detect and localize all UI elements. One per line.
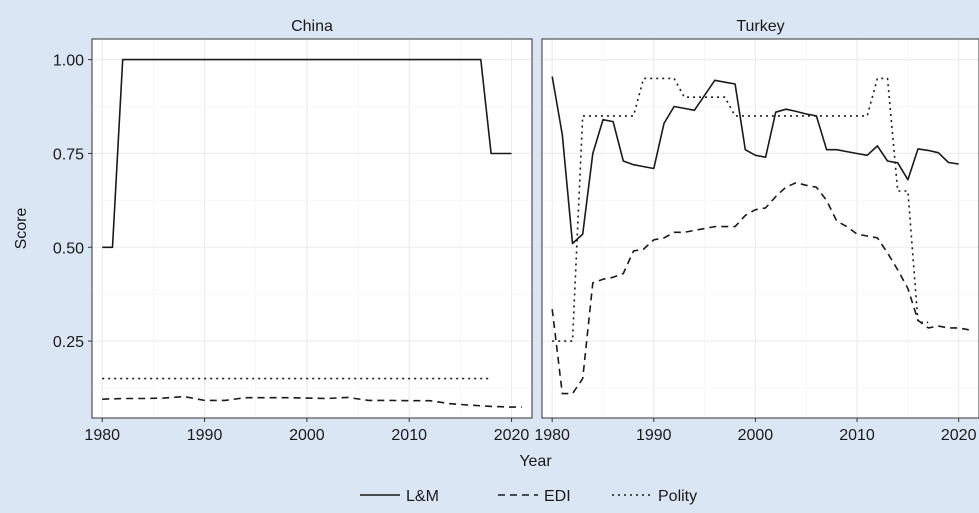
panel-turkey: Turkey 1980 1990 2000 2010 2020 [534, 14, 979, 444]
x-tick-label: 1980 [534, 427, 570, 444]
x-axis: 1980 1990 2000 2010 2020 [534, 418, 977, 444]
x-tick-label: 1980 [84, 427, 120, 444]
x-tick-label: 1990 [636, 427, 672, 444]
legend-label: L&M [406, 488, 439, 505]
legend: L&M EDI Polity [360, 488, 697, 505]
y-tick-label: 0.25 [53, 334, 84, 351]
panel-border [91, 38, 533, 419]
gridlines [92, 39, 532, 418]
x-axis-title: Year [519, 453, 552, 470]
legend-item-l-m: L&M [360, 488, 439, 505]
y-axis: 0.25 0.50 0.75 1.00 [53, 53, 92, 351]
legend-label: Polity [658, 488, 697, 505]
series-line-l-m [551, 76, 959, 245]
series-line-l-m [102, 58, 512, 249]
y-tick-label: 0.75 [53, 146, 84, 163]
series-lines [551, 76, 969, 395]
panel-strip [92, 14, 532, 38]
panel-background [91, 38, 533, 419]
legend-item-polity: Polity [612, 488, 697, 505]
x-tick-label: 2020 [941, 427, 977, 444]
panel-strip [542, 14, 979, 38]
series-lines [102, 58, 522, 408]
gridlines [542, 39, 979, 418]
legend-item-edi: EDI [498, 488, 571, 505]
y-axis-title: Score [13, 208, 30, 250]
series-line-polity [552, 77, 929, 342]
x-axis: 1980 1990 2000 2010 2020 [84, 418, 529, 444]
x-tick-label: 2010 [839, 427, 875, 444]
x-tick-label: 1990 [187, 427, 223, 444]
panels: China 1980 1990 2000 2010 2020 0.25 0.50 0.75 1.0… [53, 14, 979, 444]
x-tick-label: 2000 [289, 427, 325, 444]
y-tick-label: 1.00 [53, 53, 84, 70]
panel-china: China 1980 1990 2000 2010 2020 0.25 0.50 0.75 1.0… [53, 14, 533, 444]
panel-title: Turkey [736, 18, 784, 35]
panel-title: China [291, 18, 333, 35]
y-tick-label: 0.50 [53, 240, 84, 257]
x-tick-label: 2010 [391, 427, 427, 444]
x-tick-label: 2020 [494, 427, 530, 444]
legend-label: EDI [544, 488, 571, 505]
panel-background [541, 38, 979, 419]
x-tick-label: 2000 [738, 427, 774, 444]
panel-border [541, 38, 979, 419]
